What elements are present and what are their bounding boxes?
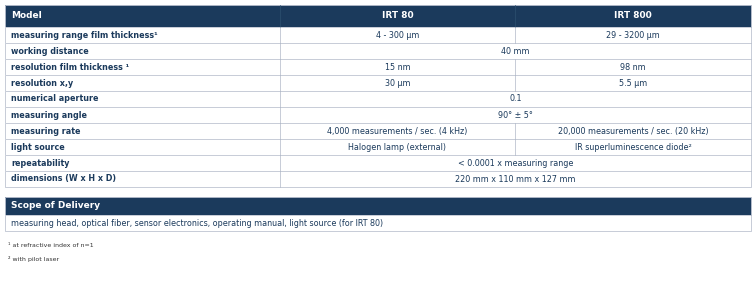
Bar: [516, 123, 751, 139]
Bar: [5, 215, 751, 231]
Bar: [5, 107, 751, 123]
Bar: [5, 5, 751, 27]
Text: working distance: working distance: [11, 47, 88, 55]
Text: 15 nm: 15 nm: [385, 62, 411, 71]
Text: 5.5 μm: 5.5 μm: [619, 79, 647, 88]
Bar: [5, 75, 280, 91]
Text: 4 - 300 μm: 4 - 300 μm: [376, 31, 419, 40]
Bar: [516, 5, 751, 27]
Bar: [5, 123, 751, 139]
Bar: [280, 107, 751, 123]
Text: 29 - 3200 μm: 29 - 3200 μm: [606, 31, 660, 40]
Text: repeatability: repeatability: [11, 158, 70, 168]
Bar: [5, 197, 751, 215]
Bar: [516, 27, 751, 43]
Bar: [5, 43, 280, 59]
Text: ¹ at refractive index of n=1: ¹ at refractive index of n=1: [8, 243, 94, 248]
Bar: [5, 155, 280, 171]
Bar: [5, 197, 751, 215]
Text: measuring head, optical fiber, sensor electronics, operating manual, light sourc: measuring head, optical fiber, sensor el…: [11, 218, 383, 227]
Bar: [5, 171, 751, 187]
Text: measuring range film thickness¹: measuring range film thickness¹: [11, 31, 157, 40]
Bar: [5, 5, 280, 27]
Bar: [5, 155, 751, 171]
Text: IR superluminescence diode²: IR superluminescence diode²: [575, 142, 692, 151]
Text: < 0.0001 x measuring range: < 0.0001 x measuring range: [457, 158, 573, 168]
Bar: [516, 139, 751, 155]
Text: 40 mm: 40 mm: [501, 47, 529, 55]
Text: numerical aperture: numerical aperture: [11, 95, 98, 103]
Text: 98 nm: 98 nm: [621, 62, 646, 71]
Text: Halogen lamp (external): Halogen lamp (external): [349, 142, 446, 151]
Text: 20,000 measurements / sec. (20 kHz): 20,000 measurements / sec. (20 kHz): [558, 127, 708, 136]
Bar: [5, 27, 280, 43]
Bar: [280, 171, 751, 187]
Text: ² with pilot laser: ² with pilot laser: [8, 256, 59, 262]
Bar: [5, 75, 751, 91]
Bar: [5, 123, 280, 139]
Bar: [280, 123, 516, 139]
Bar: [5, 139, 751, 155]
Bar: [280, 91, 751, 107]
Bar: [516, 75, 751, 91]
Bar: [280, 43, 751, 59]
Text: resolution x,y: resolution x,y: [11, 79, 73, 88]
Text: resolution film thickness ¹: resolution film thickness ¹: [11, 62, 129, 71]
Bar: [5, 107, 280, 123]
Bar: [280, 27, 516, 43]
Bar: [5, 91, 280, 107]
Text: 220 mm x 110 mm x 127 mm: 220 mm x 110 mm x 127 mm: [455, 175, 575, 184]
Text: dimensions (W x H x D): dimensions (W x H x D): [11, 175, 116, 184]
Text: IRT 80: IRT 80: [382, 12, 414, 21]
Bar: [5, 91, 751, 107]
Bar: [280, 155, 751, 171]
Bar: [5, 59, 751, 75]
Text: 90° ± 5°: 90° ± 5°: [498, 110, 533, 119]
Bar: [5, 27, 751, 43]
Text: light source: light source: [11, 142, 65, 151]
Text: Model: Model: [11, 12, 42, 21]
Bar: [280, 139, 516, 155]
Bar: [280, 59, 516, 75]
Bar: [5, 171, 280, 187]
Bar: [516, 59, 751, 75]
Bar: [280, 75, 516, 91]
Text: 0.1: 0.1: [509, 95, 522, 103]
Text: measuring angle: measuring angle: [11, 110, 87, 119]
Text: 30 μm: 30 μm: [385, 79, 411, 88]
Bar: [5, 43, 751, 59]
Text: measuring rate: measuring rate: [11, 127, 80, 136]
Text: 4,000 measurements / sec. (4 kHz): 4,000 measurements / sec. (4 kHz): [327, 127, 467, 136]
Bar: [280, 5, 516, 27]
Bar: [5, 139, 280, 155]
Text: IRT 800: IRT 800: [615, 12, 652, 21]
Text: Scope of Delivery: Scope of Delivery: [11, 201, 100, 210]
Bar: [5, 59, 280, 75]
Bar: [5, 215, 751, 231]
